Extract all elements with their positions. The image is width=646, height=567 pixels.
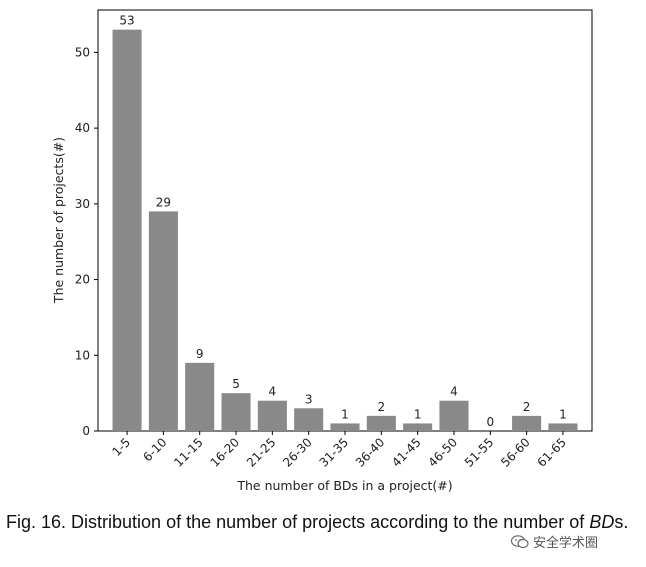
y-tick-label-20: 20 [75, 273, 90, 287]
data-label-51-55: 0 [486, 415, 494, 429]
bar-56-60 [512, 415, 542, 431]
x-tick-label-61-65: 61-65 [535, 435, 570, 470]
data-label-1-5: 53 [119, 14, 134, 28]
bar-6-10 [148, 211, 178, 431]
x-tick-label-31-35: 31-35 [317, 435, 352, 470]
y-axis-label: The number of projects(#) [51, 137, 66, 304]
y-tick-label-0: 0 [82, 424, 90, 438]
data-label-6-10: 29 [156, 195, 171, 209]
bar-21-25 [257, 400, 287, 431]
y-tick-label-30: 30 [75, 197, 90, 211]
watermark-text: 安全学术圈 [533, 536, 599, 551]
data-label-46-50: 4 [450, 385, 458, 399]
bar-41-45 [403, 423, 433, 431]
bar-61-65 [548, 423, 578, 431]
x-tick-label-6-10: 6-10 [140, 435, 169, 464]
bars: 53 29 9 5 4 3 1 2 1 4 0 2 1 [112, 14, 578, 432]
x-tick-label-56-60: 56-60 [498, 435, 533, 470]
x-tick-label-36-40: 36-40 [353, 435, 388, 470]
x-axis-label: The number of BDs in a project(#) [236, 478, 452, 493]
data-label-61-65: 1 [559, 407, 567, 421]
figure-caption: Fig. 16. Distribution of the number of p… [6, 511, 642, 533]
data-label-31-35: 1 [341, 407, 349, 421]
bar-26-30 [294, 408, 324, 431]
x-tick-label-21-25: 21-25 [244, 435, 279, 470]
data-label-16-20: 5 [232, 377, 240, 391]
data-label-11-15: 9 [196, 347, 204, 361]
caption-prefix: Fig. 16. Distribution of the number of p… [6, 512, 590, 532]
data-label-41-45: 1 [414, 407, 422, 421]
x-tick-label-46-50: 46-50 [426, 435, 461, 470]
bar-16-20 [221, 393, 251, 431]
x-tick-label-41-45: 41-45 [389, 435, 424, 470]
data-label-26-30: 3 [305, 392, 313, 406]
x-tick-label-16-20: 16-20 [208, 435, 243, 470]
bar-1-5 [112, 29, 142, 432]
bar-46-50 [439, 400, 469, 431]
x-tick-label-26-30: 26-30 [280, 435, 315, 470]
data-label-36-40: 2 [378, 400, 386, 414]
x-tick-label-51-55: 51-55 [462, 435, 497, 470]
caption-suffix: s. [614, 512, 629, 532]
x-axis: 1-5 6-10 11-15 16-20 21-25 26-30 31-35 36-40 41-… [109, 431, 569, 470]
x-tick-label-1-5: 1-5 [109, 435, 133, 459]
wechat-icon [511, 534, 529, 548]
y-axis: 0 10 20 30 40 50 [75, 45, 98, 438]
y-tick-label-10: 10 [75, 348, 90, 362]
caption-emphasis: BD [589, 512, 615, 532]
y-tick-label-50: 50 [75, 45, 90, 59]
y-tick-label-40: 40 [75, 121, 90, 135]
data-label-56-60: 2 [523, 400, 531, 414]
bar-31-35 [330, 423, 360, 431]
bar-36-40 [366, 415, 396, 431]
bar-11-15 [185, 362, 215, 431]
watermark: 安全学术圈 [511, 532, 598, 551]
x-tick-label-11-15: 11-15 [171, 435, 206, 470]
data-label-21-25: 4 [269, 385, 277, 399]
